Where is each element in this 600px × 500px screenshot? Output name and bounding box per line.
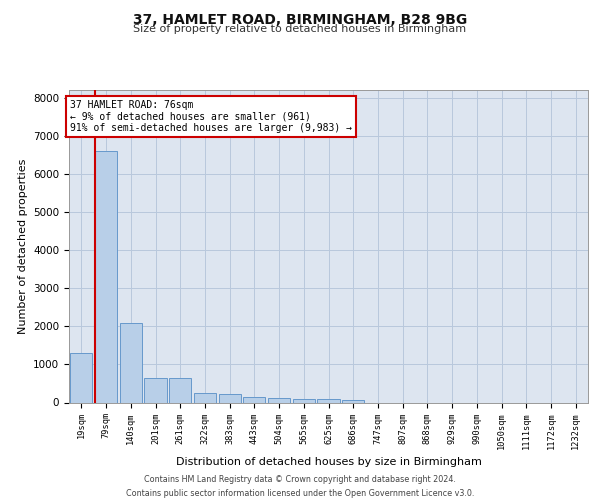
Bar (293, 399, 315, 402)
Bar (317, 399, 340, 402)
Bar (119, 323, 142, 402)
X-axis label: Distribution of detached houses by size in Birmingham: Distribution of detached houses by size … (176, 458, 481, 468)
Bar (218, 394, 241, 402)
Y-axis label: Number of detached properties: Number of detached properties (17, 158, 28, 334)
Text: 37 HAMLET ROAD: 76sqm
← 9% of detached houses are smaller (961)
91% of semi-deta: 37 HAMLET ROAD: 76sqm ← 9% of detached h… (70, 100, 352, 132)
Bar (268, 398, 290, 402)
Bar (95, 151, 117, 403)
Bar (169, 378, 191, 402)
Bar (145, 378, 167, 402)
Bar (194, 392, 216, 402)
Text: Contains HM Land Registry data © Crown copyright and database right 2024.
Contai: Contains HM Land Registry data © Crown c… (126, 476, 474, 498)
Text: Size of property relative to detached houses in Birmingham: Size of property relative to detached ho… (133, 24, 467, 34)
Bar (243, 397, 265, 402)
Text: 37, HAMLET ROAD, BIRMINGHAM, B28 9BG: 37, HAMLET ROAD, BIRMINGHAM, B28 9BG (133, 12, 467, 26)
Bar (342, 400, 364, 402)
Bar (70, 353, 92, 403)
